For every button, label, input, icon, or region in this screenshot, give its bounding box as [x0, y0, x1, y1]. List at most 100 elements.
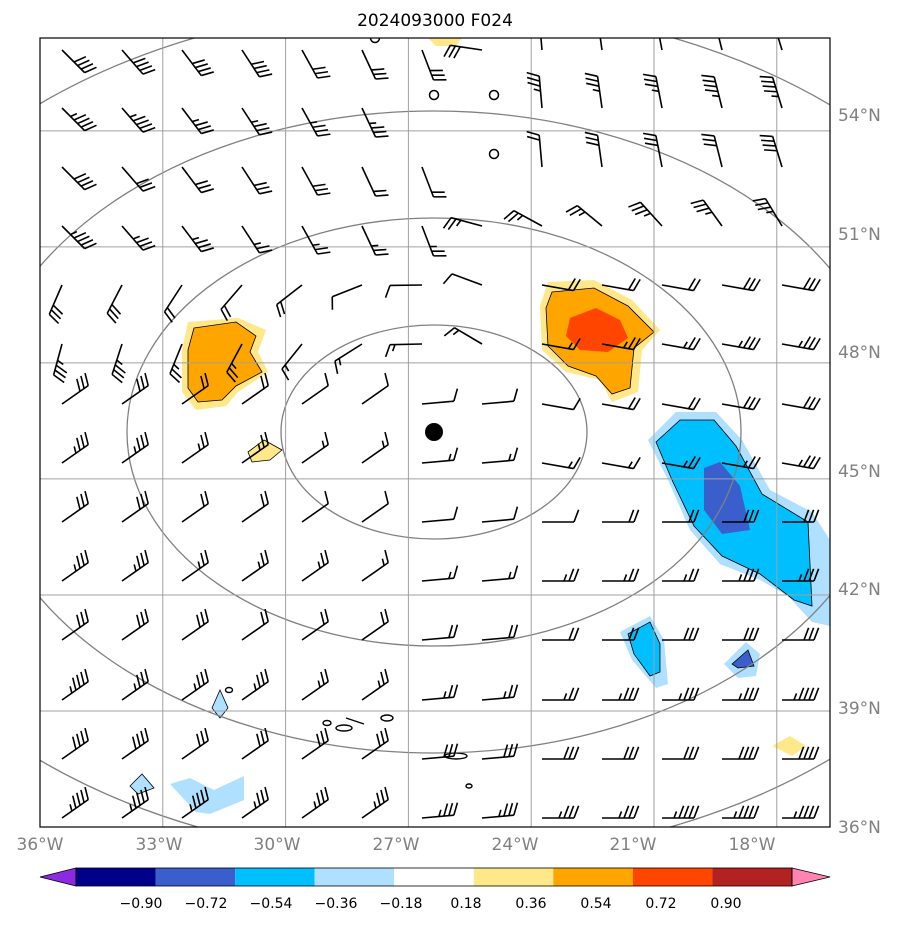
wind-barb [527, 73, 542, 108]
wind-barb [602, 398, 640, 410]
wind-barb [542, 398, 580, 409]
wind-barb [443, 274, 482, 285]
wind-barb [782, 456, 820, 469]
colorbar-segment [712, 868, 792, 886]
calm-circle [430, 91, 439, 100]
range-ring [0, 4, 900, 860]
calm-circle [490, 150, 499, 159]
wind-barb [282, 344, 302, 380]
wind-barb [782, 278, 820, 291]
wind-barb [662, 279, 700, 291]
colorbar-segment [633, 868, 713, 886]
wind-barb [242, 167, 272, 194]
wind-barb [422, 226, 446, 256]
wind-barb [302, 609, 328, 640]
wind-barb [722, 688, 759, 700]
wind-barb [422, 167, 446, 197]
wind-barb [386, 285, 422, 298]
wind-barb [302, 226, 330, 254]
wind-barb [62, 669, 88, 700]
wind-barb [542, 806, 579, 818]
wind-barb [482, 803, 517, 818]
wind-barb [302, 50, 330, 78]
lon-label-30w: 30°W [254, 835, 301, 855]
wind-barb [49, 285, 62, 323]
wind-barb [602, 806, 639, 818]
colorbar-segment [156, 868, 236, 886]
wind-barb [585, 15, 602, 50]
wind-barb [302, 108, 330, 136]
wind-barb [362, 609, 388, 640]
lat-label-36: 36°N [838, 818, 881, 838]
wind-barb [277, 285, 302, 317]
wind-barb [628, 202, 662, 226]
wind-barb [662, 806, 699, 818]
cb-label: 0.36 [515, 896, 546, 912]
wind-barb [602, 688, 639, 700]
latitude-labels: 54°N 51°N 48°N 45°N 42°N 39°N 36°N [838, 106, 881, 838]
wind-barb [527, 15, 542, 50]
wind-barb [122, 550, 148, 581]
cb-label: 0.54 [580, 896, 611, 912]
wind-barb [62, 728, 88, 759]
cb-label: 0.72 [645, 896, 676, 912]
wind-barb [362, 491, 388, 522]
wind-barb [302, 491, 328, 522]
wind-barb [182, 550, 208, 581]
wind-barb [760, 77, 782, 108]
wind-barb [701, 134, 722, 167]
wind-barb [332, 285, 362, 310]
wind-barb [122, 609, 148, 640]
wind-barb [62, 108, 96, 131]
wind-barb [444, 45, 482, 58]
wind-barb [62, 167, 96, 190]
colorbar [40, 868, 830, 886]
colorbar-segment [553, 868, 633, 886]
wind-barb [182, 167, 214, 193]
wind-barb [302, 373, 328, 404]
wind-barb [302, 550, 328, 581]
wind-barb [62, 787, 88, 818]
wind-barb [782, 397, 820, 410]
wind-barb [602, 569, 639, 581]
wind-barb [782, 806, 819, 818]
wind-barb [122, 728, 148, 759]
wind-barb [701, 17, 722, 50]
wind-barb [482, 625, 517, 640]
wind-barb [242, 669, 268, 700]
wind-barb [242, 491, 268, 522]
lat-label-39: 39°N [838, 699, 881, 719]
wind-barb [422, 448, 457, 463]
colorbar-extend-high [792, 868, 830, 886]
island [323, 721, 331, 726]
wind-barb [62, 432, 88, 463]
wind-barb [302, 787, 328, 818]
wind-barb [722, 337, 760, 350]
wind-barb [482, 566, 517, 581]
wind-barb [62, 491, 88, 522]
wind-barb [643, 74, 662, 108]
wind-barb [182, 609, 208, 640]
lon-label-24w: 24°W [492, 835, 539, 855]
wind-barb [566, 206, 602, 226]
wind-barb [362, 50, 388, 79]
wind-barb [62, 50, 96, 73]
wind-barb [182, 491, 208, 522]
wind-barb [302, 167, 330, 195]
wind-barb [482, 507, 517, 522]
lon-label-36w: 36°W [17, 835, 64, 855]
wind-barb [602, 747, 639, 759]
wind-barb [362, 226, 388, 255]
wind-barb [182, 226, 214, 252]
calm-circle [490, 91, 499, 100]
wind-barb [302, 669, 328, 700]
cb-label: −0.90 [120, 896, 163, 912]
wind-barb [542, 628, 579, 640]
lat-label-48: 48°N [838, 343, 881, 363]
wind-barb [422, 685, 457, 700]
lon-label-18w: 18°W [729, 835, 776, 855]
wind-barb [422, 50, 446, 80]
wind-barb [362, 432, 388, 463]
